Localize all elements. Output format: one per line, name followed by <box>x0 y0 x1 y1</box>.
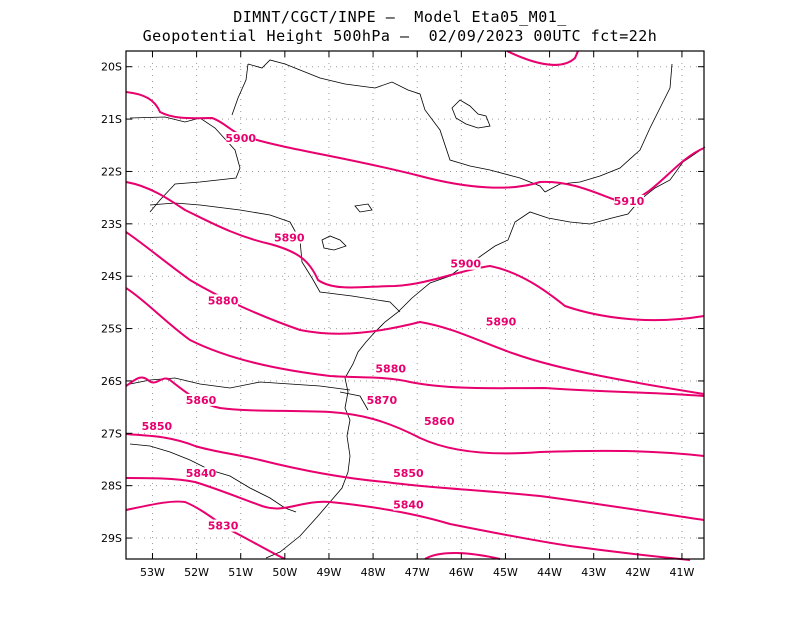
chart-title-line-2: Geopotential Height 500hPa – 02/09/2023 … <box>142 27 658 45</box>
contour-label: 5860 <box>186 394 217 407</box>
contour-line <box>125 376 705 457</box>
state-border <box>129 443 297 513</box>
lat-tick-label: 29S <box>101 532 122 545</box>
contour-label-bg <box>424 414 455 427</box>
state-border <box>339 391 369 411</box>
contour-label-bg <box>393 498 424 511</box>
contour-label-bg <box>486 315 517 328</box>
contour-label-bg <box>141 420 172 433</box>
lat-tick-label: 22S <box>101 165 122 178</box>
lake-shoreline <box>354 203 373 213</box>
axis-ticks: 20S 21S 22S 23S 24S 25S 26S 27S 28S 29S 53W 52W 51W 5… <box>101 51 704 579</box>
contour-label: 5830 <box>208 520 239 533</box>
contour-label: 5890 <box>486 315 517 328</box>
contour-line <box>125 433 705 521</box>
lon-tick-label: 50W <box>272 566 297 579</box>
contour-label: 5870 <box>367 394 398 407</box>
contour-label: 5860 <box>424 415 455 428</box>
contour-label: 5900 <box>225 132 256 145</box>
contour-line <box>506 50 579 66</box>
contour-label: 5840 <box>393 499 424 512</box>
contour-label: 5890 <box>274 232 305 245</box>
contour-label-bg <box>393 467 424 480</box>
contour-label-bg <box>274 231 305 244</box>
lon-tick-label: 43W <box>581 566 606 579</box>
contour-label-bg <box>208 294 239 307</box>
contour-label: 5880 <box>208 294 239 307</box>
height-contours <box>125 50 705 561</box>
lake-shoreline <box>451 99 491 129</box>
lake-shoreline <box>321 235 347 251</box>
lon-tick-label: 41W <box>670 566 695 579</box>
contour-label-bg <box>366 393 397 406</box>
lon-tick-label: 46W <box>449 566 474 579</box>
contour-line <box>424 551 501 560</box>
lat-tick-label: 23S <box>101 218 122 231</box>
coastline <box>265 146 706 559</box>
lat-tick-label: 27S <box>101 427 122 440</box>
chart-title-line-1: DIMNT/CGCT/INPE – Model Eta05_M01_ <box>233 8 567 26</box>
contour-label: 5850 <box>393 467 424 480</box>
contour-label-bg <box>450 257 481 270</box>
lon-tick-label: 47W <box>405 566 430 579</box>
state-border <box>129 377 351 391</box>
lon-tick-label: 48W <box>361 566 386 579</box>
contour-label-bg <box>613 194 644 207</box>
contour-label: 5910 <box>614 195 645 208</box>
lon-tick-label: 42W <box>625 566 650 579</box>
contour-label-bg <box>375 362 406 375</box>
contour-label-bg <box>208 519 239 532</box>
lon-tick-label: 44W <box>537 566 562 579</box>
lon-tick-label: 49W <box>317 566 342 579</box>
contour-label-bg <box>186 393 217 406</box>
lat-tick-label: 21S <box>101 113 122 126</box>
contour-label: 5850 <box>142 420 173 433</box>
contour-line <box>125 91 705 205</box>
contour-label: 5900 <box>450 258 481 271</box>
lon-tick-label: 53W <box>140 566 165 579</box>
lon-tick-label: 51W <box>228 566 253 579</box>
lat-tick-label: 28S <box>101 480 122 493</box>
lat-tick-label: 26S <box>101 375 122 388</box>
contour-labels: 5910 5900 5900 5890 5890 5880 5880 5870 5860 5860… <box>142 132 645 533</box>
plot-frame <box>125 50 705 560</box>
state-border <box>149 202 401 313</box>
contour-line <box>125 500 286 560</box>
contour-line <box>125 231 705 395</box>
contour-label-bg <box>186 467 217 480</box>
lat-tick-label: 24S <box>101 270 122 283</box>
lat-tick-label: 25S <box>101 323 122 336</box>
state-border <box>129 116 241 213</box>
contour-label: 5880 <box>375 362 406 375</box>
state-border <box>231 63 249 116</box>
lon-tick-label: 45W <box>493 566 518 579</box>
coastline-and-borders <box>129 59 706 559</box>
contour-label: 5840 <box>186 467 217 480</box>
lat-tick-label: 20S <box>101 61 122 74</box>
contour-line <box>125 181 705 322</box>
contour-line <box>125 287 705 397</box>
state-border <box>247 59 546 193</box>
state-border <box>544 63 673 193</box>
contour-label-bg <box>225 132 256 145</box>
contour-line <box>125 477 691 561</box>
lon-tick-label: 52W <box>184 566 209 579</box>
